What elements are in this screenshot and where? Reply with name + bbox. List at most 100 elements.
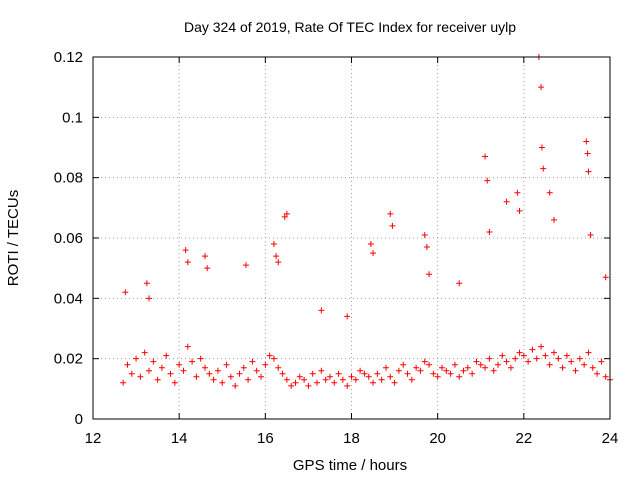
x-tick-label: 14: [171, 430, 188, 447]
data-point: [301, 376, 308, 383]
data-point: [292, 379, 299, 386]
data-point: [538, 343, 545, 350]
data-point: [482, 364, 489, 371]
y-tick-label: 0.04: [54, 290, 83, 307]
data-point: [296, 373, 303, 380]
y-tick-label: 0.1: [62, 109, 83, 126]
x-tick-label: 22: [515, 430, 532, 447]
data-point: [421, 231, 428, 238]
data-point: [202, 253, 209, 260]
data-point: [387, 373, 394, 380]
data-point: [242, 262, 249, 269]
data-point: [447, 370, 454, 377]
data-point: [137, 373, 144, 380]
data-point: [533, 355, 540, 362]
data-point: [171, 379, 178, 386]
data-point: [258, 373, 265, 380]
data-point: [563, 352, 570, 359]
data-point: [374, 370, 381, 377]
data-point: [266, 352, 273, 359]
data-point: [417, 367, 424, 374]
chart-title: Day 324 of 2019, Rate Of TEC Index for r…: [184, 19, 516, 35]
data-point: [395, 367, 402, 374]
data-point: [214, 367, 221, 374]
data-point: [434, 373, 441, 380]
data-point: [143, 280, 150, 287]
data-point: [305, 382, 312, 389]
data-point: [236, 370, 243, 377]
data-point: [154, 376, 161, 383]
data-point: [602, 274, 609, 281]
data-point: [538, 144, 545, 151]
data-point: [387, 210, 394, 217]
data-point: [469, 370, 476, 377]
data-point: [490, 367, 497, 374]
axis-ticks: 12 14 16 18 20 22 24 0 0.02 0.04 0.06 0.08 0.1 0.12: [54, 49, 619, 447]
data-point: [426, 361, 433, 368]
data-point: [423, 244, 430, 251]
data-point: [585, 349, 592, 356]
x-tick-label: 16: [257, 430, 274, 447]
data-point: [516, 207, 523, 214]
data-point: [314, 379, 321, 386]
data-point: [167, 370, 174, 377]
data-point: [546, 361, 553, 368]
x-axis-label: GPS time / hours: [293, 457, 407, 474]
y-tick-label: 0.02: [54, 351, 83, 368]
data-point: [245, 376, 252, 383]
x-tick-label: 18: [343, 430, 360, 447]
data-point: [576, 355, 583, 362]
data-point: [499, 352, 506, 359]
data-point: [128, 370, 135, 377]
data-point: [133, 355, 140, 362]
data-point: [270, 241, 277, 248]
data-point: [550, 216, 557, 223]
data-point: [568, 358, 575, 365]
data-point: [473, 358, 480, 365]
data-point: [460, 367, 467, 374]
data-point: [584, 150, 591, 157]
data-points: [120, 54, 613, 389]
data-point: [197, 355, 204, 362]
data-point: [370, 250, 377, 257]
data-point: [270, 355, 277, 362]
data-point: [344, 382, 351, 389]
data-point: [482, 153, 489, 160]
data-point: [598, 358, 605, 365]
data-point: [587, 231, 594, 238]
data-point: [240, 364, 247, 371]
x-tick-label: 12: [85, 430, 102, 447]
data-point: [253, 367, 260, 374]
grid-lines: [93, 57, 610, 419]
data-point: [438, 364, 445, 371]
data-point: [583, 138, 590, 145]
y-tick-label: 0.06: [54, 230, 83, 247]
data-point: [283, 376, 290, 383]
data-point: [141, 349, 148, 356]
data-point: [451, 361, 458, 368]
data-point: [120, 379, 127, 386]
data-point: [503, 198, 510, 205]
data-point: [514, 189, 521, 196]
data-point: [486, 228, 493, 235]
data-point: [367, 241, 374, 248]
data-point: [339, 376, 346, 383]
data-point: [275, 259, 282, 266]
data-point: [572, 367, 579, 374]
data-point: [210, 376, 217, 383]
data-point: [189, 358, 196, 365]
data-point: [430, 370, 437, 377]
data-point: [529, 346, 536, 353]
data-point: [382, 364, 389, 371]
data-point: [281, 213, 288, 220]
data-point: [542, 352, 549, 359]
data-point: [512, 355, 519, 362]
data-point: [352, 376, 359, 383]
data-point: [421, 358, 428, 365]
data-point: [378, 376, 385, 383]
data-point: [262, 361, 269, 368]
data-point: [288, 382, 295, 389]
data-point: [477, 361, 484, 368]
data-point: [124, 361, 131, 368]
